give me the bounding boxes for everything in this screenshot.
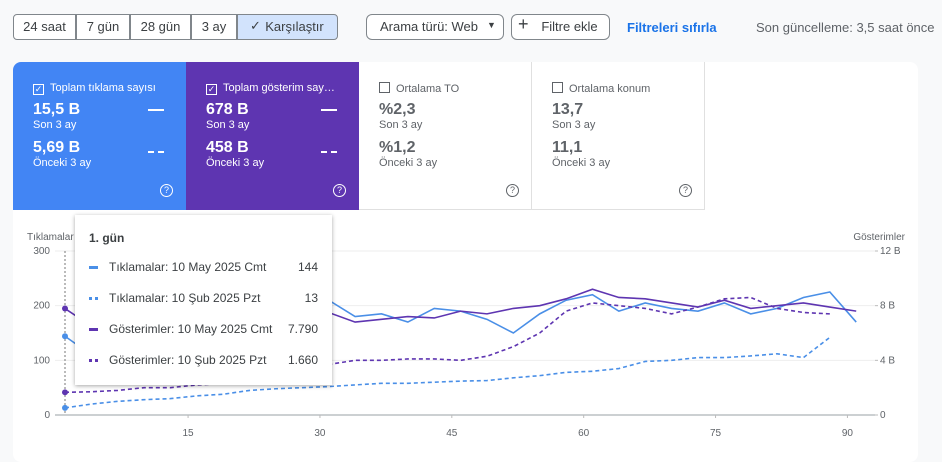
current-value: 15,5 B: [33, 101, 81, 118]
previous-label: Önceki 3 ay: [379, 157, 438, 169]
checkbox: ✓: [206, 84, 217, 95]
card-title: ✓ Toplam tıklama sayısı: [33, 82, 168, 95]
series-line: [64, 336, 831, 409]
search-type[interactable]: Arama türü: Web: [366, 14, 504, 40]
y2-tick-label: 0: [880, 410, 886, 421]
legend-icon: [89, 297, 98, 300]
hover-dot: [62, 389, 68, 396]
y2-axis-title: Gösterimler: [853, 232, 905, 243]
card-title-text: Toplam gösterim say…: [223, 82, 335, 94]
x-tick-label: 15: [183, 428, 195, 439]
card-title: Ortalama TO: [379, 82, 514, 95]
current-value: 678 B: [206, 101, 249, 118]
previous-value: %1,2: [379, 139, 416, 156]
dashed-icon: [148, 151, 164, 153]
y2-tick-label: 8 B: [880, 301, 895, 312]
solid-icon: [321, 109, 337, 111]
filter-chip[interactable]: 3 ay: [191, 14, 237, 40]
card-title-text: Toplam tıklama sayısı: [50, 82, 156, 94]
legend-icon: [89, 266, 98, 269]
checkbox: [379, 82, 390, 93]
reset-link[interactable]: Filtreleri sıfırla: [627, 20, 717, 35]
y-axis-title: Tıklamalar: [27, 232, 74, 243]
y-tick-label: 0: [44, 410, 50, 421]
filter-chip[interactable]: 28 gün: [130, 14, 191, 40]
dropdown-icon: ▼: [487, 20, 496, 30]
tooltip-row: Tıklamalar: 10 Şub 2025 Pzt 13: [89, 291, 318, 307]
help-icon: ?: [506, 184, 519, 197]
card-title: Ortalama konum: [552, 82, 687, 95]
page: 24 saat 7 gün 28 gün 3 ay Karşılaştır ✓ …: [13, 14, 935, 439]
previous-value: 458 B: [206, 139, 249, 156]
compare-chip[interactable]: Karşılaştır: [237, 14, 338, 40]
y2-tick-label: 12 B: [880, 246, 901, 257]
previous-value: 5,69 B: [33, 139, 81, 156]
tooltip-row: Gösterimler: 10 May 2025 Cmt 7.790: [89, 322, 318, 338]
tooltip-value: 1.660: [287, 353, 318, 367]
y-tick-label: 100: [33, 355, 50, 366]
tooltip-label: Tıklamalar: 10 May 2025 Cmt: [109, 260, 267, 274]
tooltip-label: Gösterimler: 10 Şub 2025 Pzt: [109, 353, 267, 367]
tooltip-row: Tıklamalar: 10 May 2025 Cmt 144: [89, 260, 318, 276]
checkbox: [552, 82, 563, 93]
help-icon: ?: [679, 184, 692, 197]
current-label: Son 3 ay: [206, 119, 250, 131]
hover-dot: [62, 305, 68, 312]
hover-dot: [62, 333, 68, 340]
tooltip-row: Gösterimler: 10 Şub 2025 Pzt 1.660: [89, 353, 318, 369]
last-update: Son güncelleme: 3,5 saat önce: [756, 20, 935, 35]
tooltip-label: Gösterimler: 10 May 2025 Cmt: [109, 322, 273, 336]
x-tick-label: 90: [842, 428, 854, 439]
card-title-text: Ortalama TO: [396, 83, 460, 95]
metric-card[interactable]: ✓ Toplam tıklama sayısı 15,5 B Son 3 ay 5,69…: [13, 62, 186, 210]
y2-tick-label: 4 B: [880, 355, 895, 366]
legend-icon: [89, 328, 98, 331]
metric-card[interactable]: Ortalama TO %2,3 Son 3 ay %1,2 Önceki 3 ay?: [359, 62, 532, 210]
previous-label: Önceki 3 ay: [552, 157, 611, 169]
previous-label: Önceki 3 ay: [206, 157, 265, 169]
x-tick-label: 60: [578, 428, 590, 439]
previous-label: Önceki 3 ay: [33, 157, 92, 169]
metric-card[interactable]: Ortalama konum 13,7 Son 3 ay 11,1 Önceki 3 a…: [532, 62, 705, 210]
checkbox: ✓: [33, 84, 44, 95]
plus-icon: +: [518, 14, 529, 34]
card-title-text: Ortalama konum: [569, 83, 651, 95]
card-title: ✓ Toplam gösterim say…: [206, 82, 341, 95]
y-tick-label: 300: [33, 246, 50, 257]
series-line: [64, 296, 830, 394]
x-tick-label: 45: [446, 428, 458, 439]
current-value: 13,7: [552, 101, 584, 118]
dashed-icon: [321, 151, 337, 153]
solid-icon: [148, 109, 164, 111]
filter-chip[interactable]: 7 gün: [76, 14, 130, 40]
current-label: Son 3 ay: [33, 119, 77, 131]
hover-dot: [62, 404, 68, 411]
y-tick-label: 200: [33, 301, 50, 312]
tooltip-value: 144: [297, 260, 318, 274]
previous-value: 11,1: [552, 139, 583, 156]
chart: Tıklamalar Gösterimler 0 100 200 300 0 4 B 8 B…: [27, 232, 906, 439]
filter-chip[interactable]: 24 saat: [13, 14, 76, 40]
add-filter[interactable]: Filtre ekle: [511, 14, 610, 40]
tooltip: 1. gün Tıklamalar: 10 May 2025 Cmt 144 Tık…: [75, 215, 332, 385]
help-icon: ?: [333, 184, 346, 197]
x-tick-label: 75: [710, 428, 722, 439]
tooltip-title: 1. gün: [89, 231, 125, 245]
current-value: %2,3: [379, 101, 416, 118]
current-label: Son 3 ay: [552, 119, 596, 131]
legend-icon: [89, 359, 98, 362]
check-icon: ✓: [250, 18, 261, 33]
tooltip-value: 13: [304, 291, 318, 305]
current-label: Son 3 ay: [379, 119, 423, 131]
x-tick-label: 30: [314, 428, 326, 439]
tooltip-value: 7.790: [287, 322, 318, 336]
tooltip-label: Tıklamalar: 10 Şub 2025 Pzt: [109, 291, 261, 305]
help-icon: ?: [160, 184, 173, 197]
